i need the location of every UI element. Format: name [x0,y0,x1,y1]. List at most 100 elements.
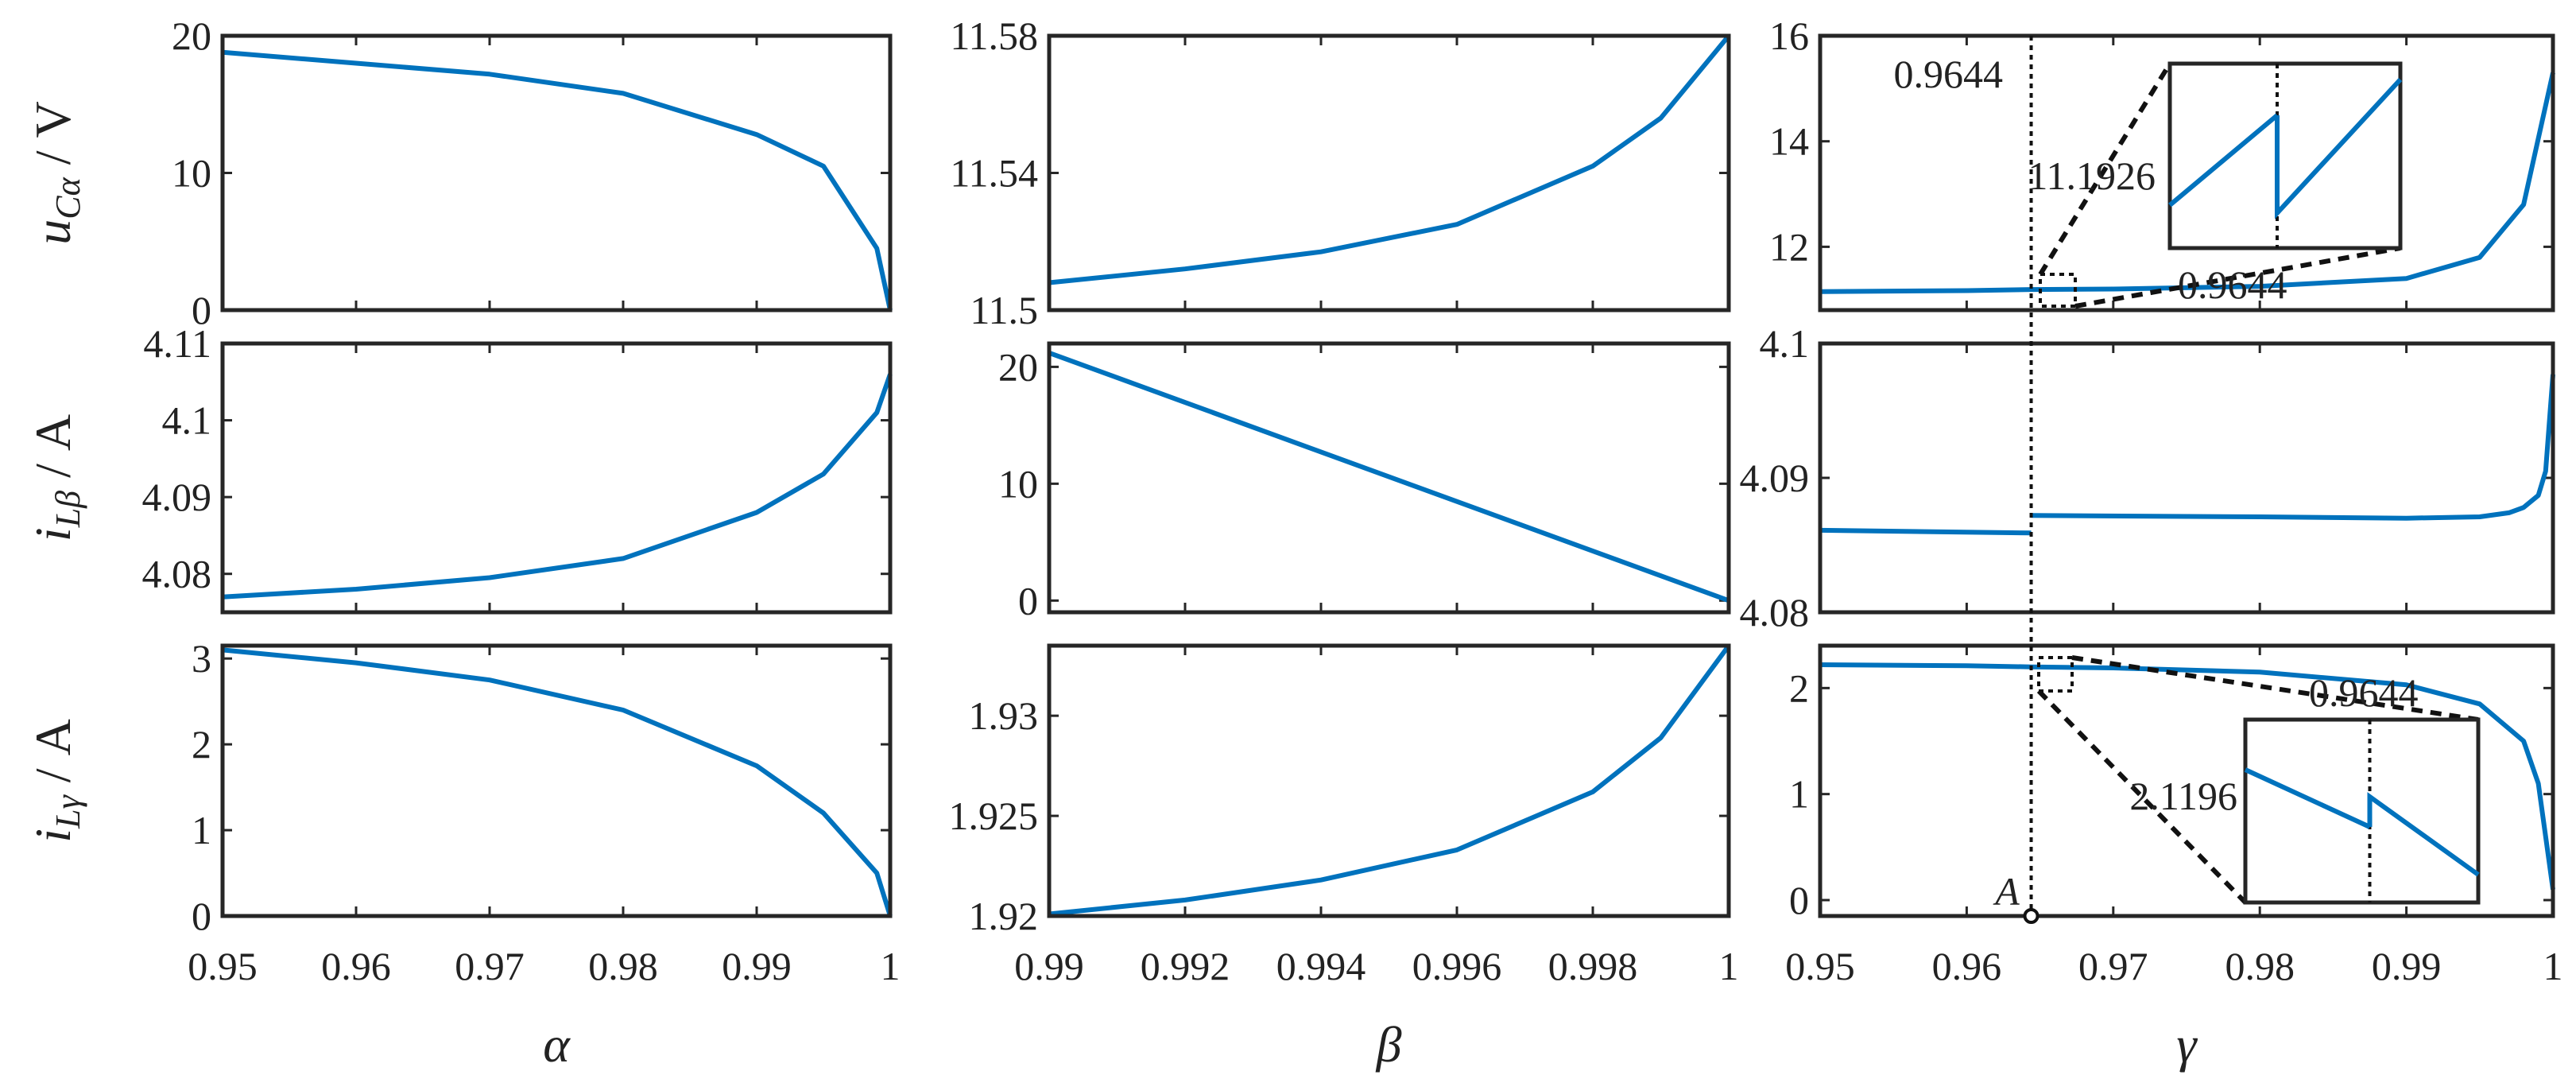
x-tick-label: 0.99 [1014,944,1084,988]
series-line [1048,350,1730,604]
x-tick-label: 0.994 [1276,944,1366,988]
axes-frame [1818,33,2555,312]
axes-frame [1818,341,2555,615]
y-tick-label: 0 [1789,878,1809,922]
x-axis-label: α [543,1016,571,1073]
bottom-zoom-series-left [2244,767,2371,829]
bottom-zoom-y-label: 2.1196 [2129,774,2237,818]
y-tick-label: 20 [998,344,1038,389]
bottom-zoom-source-box [2037,656,2074,693]
y-tick-label: 12 [1769,224,1809,269]
y-tick-label: 20 [172,14,211,58]
series-line [2031,374,2555,521]
chart-panel-c1: 12 14 16 [1769,14,2555,312]
top-zoom-connector [2074,246,2401,309]
top-zoom-x-label-below: 0.9644 [2178,262,2287,307]
x-tick-label: 0.98 [588,944,658,988]
bottom-zoom-connector [2036,689,2248,905]
chart-panel-c2: 4.08 4.09 4.1 [1740,321,2555,635]
y-tick-label: 11.5 [970,288,1038,332]
y-tick-label: 11.58 [950,14,1038,58]
x-tick-label: 1 [1719,944,1739,988]
x-tick-label: 0.97 [455,944,525,988]
y-tick-label: 1.92 [969,894,1039,938]
chart-panel-c3: 0.95 0.96 0.97 0.98 0.99 1 0 1 2 γ [1785,643,2563,1073]
x-tick-label: 0.97 [2078,944,2148,988]
y-tick-label: 4.09 [1740,456,1810,500]
y-axis-label: uCα / V [25,101,87,244]
y-tick-label: 10 [172,151,211,196]
series-line [1819,72,2555,294]
y-tick-label: 11.54 [950,151,1038,196]
top-zoom-y-label: 11.1926 [2028,153,2156,198]
axes-frame [1047,341,1731,615]
series-line [222,49,893,311]
x-tick-label: 0.98 [2225,944,2295,988]
y-tick-label: 0 [192,894,211,938]
chart-panel-b2: 0 10 20 [998,341,1731,623]
series-line [1048,644,1731,917]
y-tick-label: 2 [192,722,211,767]
axes-frame [220,643,893,918]
bottom-zoom-series-right [2367,792,2480,877]
y-tick-label: 1 [1789,772,1809,817]
top-zoom-inset [2167,61,2403,250]
y-tick-label: 4.11 [143,321,211,366]
x-axis-label: β [1375,1016,1402,1073]
top-zoom-source-box [2039,273,2077,308]
axes-frame [1047,643,1731,918]
x-tick-label: 0.95 [188,944,258,988]
y-tick-label: 1 [192,808,211,852]
y-tick-label: 4.1 [1760,321,1810,366]
y-tick-label: 0 [1018,578,1038,623]
axes-frame [1818,643,2555,918]
axes-frame [220,33,893,312]
point-a-marker [2023,908,2039,924]
series-line [222,373,893,600]
x-tick-label: 0.95 [1785,944,1855,988]
x-tick-label: 0.992 [1141,944,1230,988]
bottom-zoom-x-label: 0.9644 [2309,670,2419,715]
chart-panel-a3: 0.95 0.96 0.97 0.98 0.99 1 0 1 2 3 iLγ / A α [25,636,901,1073]
y-tick-label: 4.1 [162,398,212,443]
bottom-zoom-inset [2243,717,2481,905]
y-tick-label: 2 [1789,666,1809,710]
y-tick-label: 16 [1769,14,1809,58]
x-tick-label: 0.96 [321,944,391,988]
point-a-label: A [1993,869,2020,914]
x-tick-label: 0.96 [1932,944,2002,988]
chart-panel-a1: 0 10 20 uCα / V [25,14,893,332]
top-zoom-x-label: 0.9644 [1894,52,2004,96]
chart-panel-b3: 0.99 0.992 0.994 0.996 0.998 1 1.92 1.925 1.93 β [949,643,1739,1073]
y-tick-label: 1.93 [969,693,1039,738]
x-tick-label: 1 [2543,944,2563,988]
series-line [1819,527,2032,536]
y-tick-label: 4.09 [142,475,212,519]
y-axis-label: iLβ / A [25,414,87,541]
y-tick-label: 0 [192,288,211,332]
series-line [1048,34,1731,285]
x-tick-label: 0.998 [1548,944,1638,988]
series-line [222,647,893,917]
y-tick-label: 4.08 [142,552,212,596]
x-tick-label: 1 [881,944,901,988]
y-tick-label: 14 [1769,119,1809,164]
top-zoom-connector [2038,62,2172,276]
x-tick-label: 0.99 [722,944,792,988]
x-axis-label: γ [2176,1016,2198,1073]
top-zoom-series-right [2275,77,2403,219]
chart-panel-a2: 4.08 4.09 4.1 4.11 iLβ / A [25,321,893,615]
y-tick-label: 1.925 [949,794,1039,838]
y-tick-label: 3 [192,636,211,681]
y-tick-label: 4.08 [1740,590,1810,635]
top-zoom-series-left [2168,113,2279,208]
series-line [1819,662,2555,891]
x-tick-label: 0.996 [1412,944,1502,988]
y-axis-label: iLγ / A [25,719,87,843]
axes-frame [1047,33,1731,312]
y-tick-label: 10 [998,461,1038,506]
axes-frame [220,341,893,615]
x-tick-label: 0.99 [2372,944,2442,988]
chart-panel-b1: 11.5 11.54 11.58 [950,14,1731,332]
